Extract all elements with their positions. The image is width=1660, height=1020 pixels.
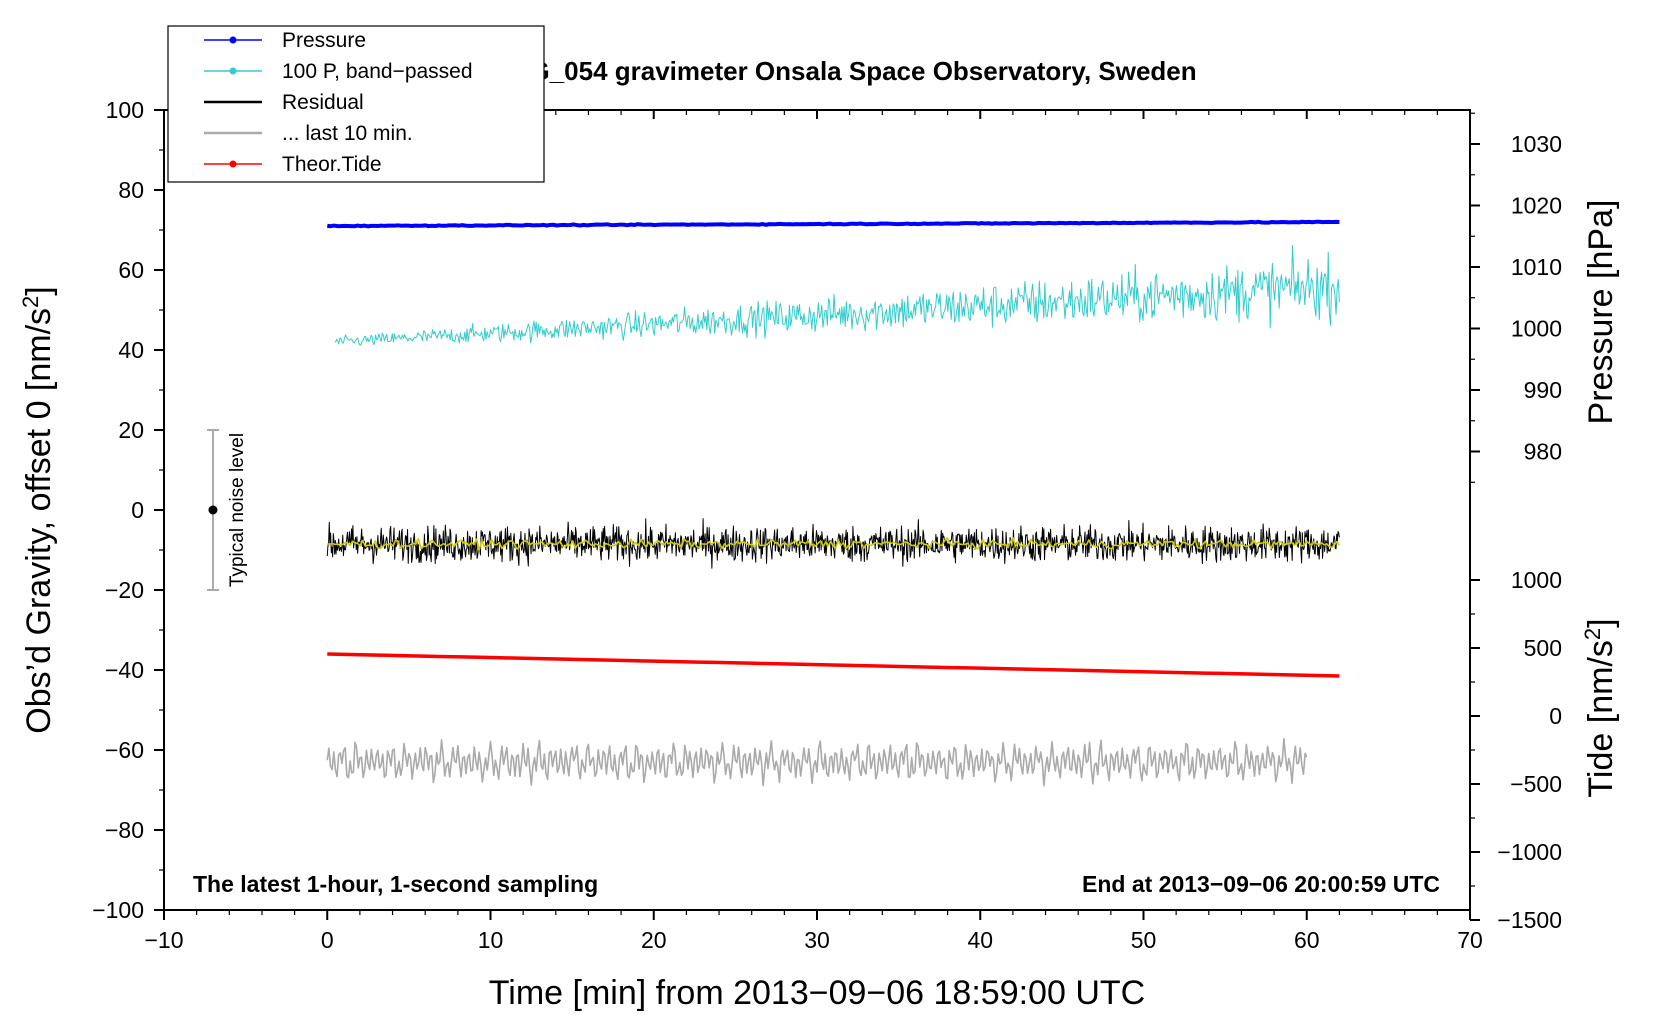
pressure-tick-label: 980 [1524,439,1562,465]
x-tick-label: 30 [804,927,830,953]
y-axis-title-main: Obs’d Gravity, offset 0 [nm/s [20,308,58,734]
noise-level-bar: Typical noise level [206,429,248,591]
y-tick-label: −20 [105,577,144,603]
tide-tick-label: 0 [1549,703,1562,729]
y-tick-label: 80 [118,177,144,203]
y-axis-title-sup: 2 [18,296,43,308]
y-tick-label: −40 [105,657,144,683]
legend-box [167,25,545,183]
x-tick-label: −10 [144,927,183,953]
legend-label: Theor.Tide [282,153,382,176]
series-pressure [326,219,1340,229]
y-tick-label: −100 [92,897,144,923]
noise-bar-center-dot [208,505,218,515]
x-tick-label: 50 [1131,927,1157,953]
tide-tick-label: −1000 [1497,839,1562,865]
series-theoretical-tide [327,652,1340,678]
y-tick-label: 20 [118,417,144,443]
chart-title: SCG_054 gravimeter Onsala Space Observat… [493,56,1196,86]
legend-label: Residual [282,91,364,114]
pressure-tick-label: 1010 [1511,254,1562,280]
legend-marker [229,67,237,75]
pressure-tick-label: 990 [1524,377,1562,403]
series-residual [326,518,1340,569]
tide-tick-label: −1500 [1497,907,1562,933]
x-tick-label: 60 [1294,927,1320,953]
legend-label: 100 P, band−passed [282,60,473,83]
y-tick-label: −60 [105,737,144,763]
pressure-tick-label: 1020 [1511,193,1562,219]
ticks-layer: −10 0 10 20 30 40 50 60 70100806040200−20−40−60−… [92,97,1562,953]
noise-bar-label: Typical noise level [227,433,248,587]
x-tick-label: 10 [478,927,504,953]
legend-label: Pressure [282,29,366,52]
y-tick-label: −80 [105,817,144,843]
tide-axis-title-end: ] [1582,618,1620,627]
series-layer [326,219,1341,787]
legend-marker [229,36,237,44]
tide-tick-label: −500 [1510,771,1562,797]
y-axis-title-end: ] [20,286,58,295]
x-axis-title: Time [min] from 2013−09−06 18:59:00 UTC [489,974,1145,1012]
y-tick-label: 0 [131,497,144,523]
y-tick-label: 60 [118,257,144,283]
tide-tick-label: 500 [1524,635,1562,661]
tide-axis-title-main: Tide [nm/s [1582,640,1620,797]
series-band-passed [334,245,1340,346]
y-tick-label: 40 [118,337,144,363]
legend-label: ... last 10 min. [282,122,413,145]
legend-marker [229,160,237,168]
pressure-tick-label: 1000 [1511,316,1562,342]
tide-axis-title-sup: 2 [1580,628,1605,640]
y-axis-title-left: Obs’d Gravity, offset 0 [nm/s2] [18,286,58,733]
y-tick-label: 100 [106,97,144,123]
end-time-note: End at 2013−09−06 20:00:59 UTC [1082,871,1440,897]
series-residual-smoothed [327,536,1341,552]
x-tick-label: 70 [1457,927,1483,953]
pressure-tick-label: 1030 [1511,131,1562,157]
x-tick-label: 40 [967,927,993,953]
tide-tick-label: 1000 [1511,567,1562,593]
pressure-axis-title: Pressure [hPa] [1582,200,1620,425]
sampling-note: The latest 1-hour, 1-second sampling [193,871,598,897]
series-last-10-min [326,737,1308,787]
tide-axis-title: Tide [nm/s2] [1580,618,1620,797]
x-tick-label: 0 [321,927,334,953]
legend: Pressure 100 P, band−passed Residual ... la… [167,25,545,183]
x-tick-label: 20 [641,927,667,953]
